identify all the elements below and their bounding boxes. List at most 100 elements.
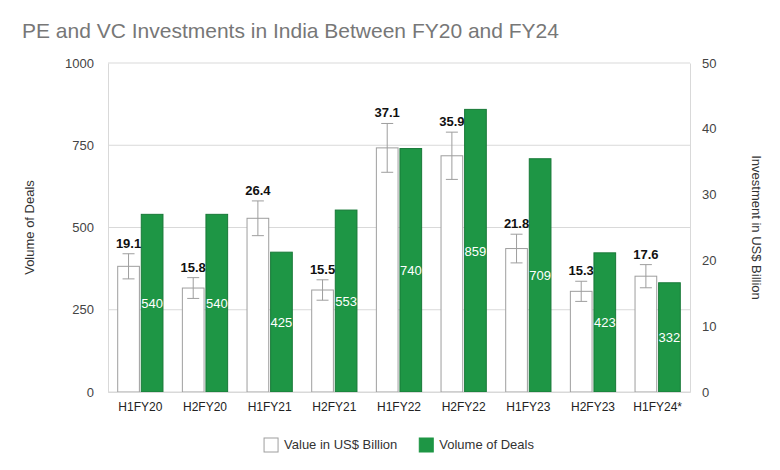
- bar: [529, 159, 551, 392]
- tick-label: 750: [72, 138, 94, 153]
- series-bars: [141, 109, 680, 392]
- tick: 10: [690, 319, 716, 334]
- tick-label: H2FY22: [442, 400, 486, 414]
- data-labels: 19.1 15.8 26.4 15.5 37.1 35.9 21.8 15.3 17.6: [116, 105, 659, 278]
- tick-label: H2FY21: [312, 400, 356, 414]
- data-label: 15.8: [181, 260, 206, 275]
- error-bars: [123, 123, 652, 301]
- tick-label: 250: [72, 302, 94, 317]
- bar: [400, 149, 422, 392]
- error-bar: [123, 254, 135, 279]
- tick-label: 10: [702, 319, 716, 334]
- data-label: 19.1: [116, 236, 141, 251]
- tick: H1FY23: [506, 392, 550, 414]
- series-bars: [118, 148, 657, 392]
- tick-label: 20: [702, 253, 716, 268]
- tick: 250: [72, 302, 108, 317]
- data-label: 740: [400, 263, 422, 278]
- tick: H2FY23: [571, 392, 615, 414]
- tick: 20: [690, 253, 716, 268]
- tick: 50: [690, 56, 716, 71]
- data-label: 17.6: [633, 247, 658, 262]
- error-bar: [252, 201, 264, 236]
- data-label: 15.5: [310, 262, 335, 277]
- error-bar: [511, 234, 523, 263]
- grid: [108, 63, 690, 392]
- grid-line: [108, 145, 690, 146]
- bar: [182, 288, 204, 392]
- tick: H1FY24*: [633, 392, 682, 414]
- tick-label: H1FY22: [377, 400, 421, 414]
- bar: [441, 156, 463, 392]
- tick: H1FY20: [118, 392, 162, 414]
- data-label: 37.1: [375, 105, 400, 120]
- tick-label: 0: [87, 385, 94, 400]
- data-label: 21.8: [504, 216, 529, 231]
- tick: H1FY21: [248, 392, 292, 414]
- bar: [570, 291, 592, 392]
- legend-swatch: [264, 438, 278, 452]
- tick: 750: [72, 138, 108, 153]
- data-label: 332: [659, 330, 681, 345]
- axis-line: [108, 64, 109, 393]
- error-bar: [575, 281, 587, 301]
- tick-label: 40: [702, 121, 716, 136]
- tick: 1000: [65, 56, 108, 71]
- data-label: 15.3: [569, 263, 594, 278]
- data-label: 540: [206, 296, 228, 311]
- plot-area: [118, 109, 681, 392]
- error-bar: [187, 278, 199, 299]
- bar: [376, 148, 398, 392]
- bar: [118, 266, 140, 392]
- bar: [271, 252, 293, 392]
- y2-axis: 0 10 20 30 40 50: [690, 56, 716, 400]
- data-label: 540: [141, 296, 163, 311]
- tick: 0: [690, 385, 709, 400]
- y-axis: 0 250 500 750 1000: [65, 56, 108, 400]
- tick: H2FY21: [312, 392, 356, 414]
- bar: [465, 109, 487, 392]
- tick-label: H2FY20: [183, 400, 227, 414]
- data-label: 859: [465, 244, 487, 259]
- error-bar: [640, 265, 652, 288]
- tick: H1FY22: [377, 392, 421, 414]
- tick: 0: [87, 385, 108, 400]
- tick-label: 500: [72, 220, 94, 235]
- data-label: 709: [529, 268, 551, 283]
- bar: [659, 283, 681, 392]
- data-label: 26.4: [245, 183, 271, 198]
- tick: 30: [690, 187, 716, 202]
- data-labels: 540 540 425 553 740 859 709 423 332: [141, 244, 680, 346]
- bar: [141, 214, 163, 392]
- tick-label: H1FY20: [118, 400, 162, 414]
- data-label: 35.9: [439, 114, 464, 129]
- error-bar: [381, 123, 393, 172]
- bar: [312, 290, 334, 392]
- legend-item: Volume of Deals: [419, 437, 534, 452]
- bar: [206, 214, 228, 392]
- y-axis-title: Volume of Deals: [22, 180, 37, 275]
- tick: 40: [690, 121, 716, 136]
- bar: [635, 276, 657, 392]
- tick-label: 0: [702, 385, 709, 400]
- legend-swatch: [419, 438, 433, 452]
- tick-label: H1FY24*: [633, 400, 682, 414]
- tick: H2FY22: [442, 392, 486, 414]
- title: PE and VC Investments in India Between F…: [22, 19, 559, 42]
- tick-label: H2FY23: [571, 400, 615, 414]
- tick-label: H1FY23: [506, 400, 550, 414]
- legend-label: Value in US$ Billion: [284, 437, 397, 452]
- legend: Value in US$ Billion Volume of Deals: [264, 437, 534, 452]
- data-label: 553: [335, 294, 357, 309]
- bar: [506, 249, 528, 392]
- legend-label: Volume of Deals: [439, 437, 534, 452]
- data-label: 423: [594, 315, 616, 330]
- bar: [247, 218, 269, 392]
- tick-label: 50: [702, 56, 716, 71]
- tick-label: 30: [702, 187, 716, 202]
- error-bar: [446, 132, 458, 179]
- x-axis: H1FY20 H2FY20 H1FY21 H2FY21 H1FY22 H2FY22 H1FY…: [109, 392, 691, 414]
- tick: 500: [72, 220, 108, 235]
- axis-line: [109, 392, 691, 393]
- data-label: 425: [271, 315, 293, 330]
